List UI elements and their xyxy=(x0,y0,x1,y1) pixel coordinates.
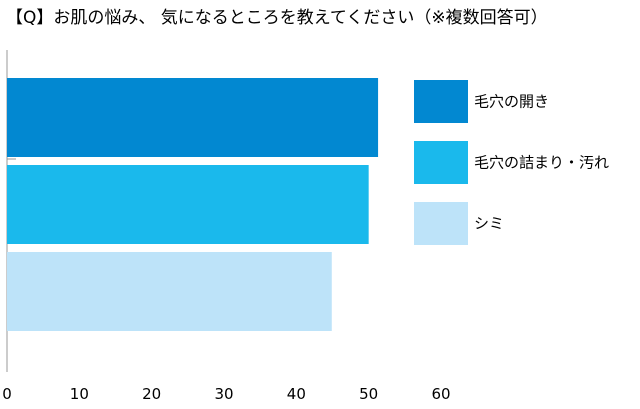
x-tick-label: 10 xyxy=(70,385,89,403)
x-tick-label: 20 xyxy=(142,385,161,403)
legend-swatch xyxy=(414,80,468,123)
chart-title: 【Q】お肌の悩み、 気になるところを教えてください（※複数回答可） xyxy=(6,8,548,28)
legend-swatch xyxy=(414,141,468,184)
x-tick-label: 50 xyxy=(359,385,378,403)
x-tick-label: 60 xyxy=(431,385,450,403)
x-tick-label: 30 xyxy=(214,385,233,403)
bar-3 xyxy=(7,252,332,331)
legend-label: 毛穴の詰まり・汚れ xyxy=(474,154,609,172)
legend-swatch xyxy=(414,202,468,245)
x-tick-label: 0 xyxy=(2,385,12,403)
bar-1 xyxy=(7,78,379,157)
legend-label: 毛穴の開き xyxy=(474,93,549,111)
legend-label: シミ xyxy=(474,215,504,233)
x-tick-label: 40 xyxy=(287,385,306,403)
bar-2 xyxy=(7,165,369,244)
